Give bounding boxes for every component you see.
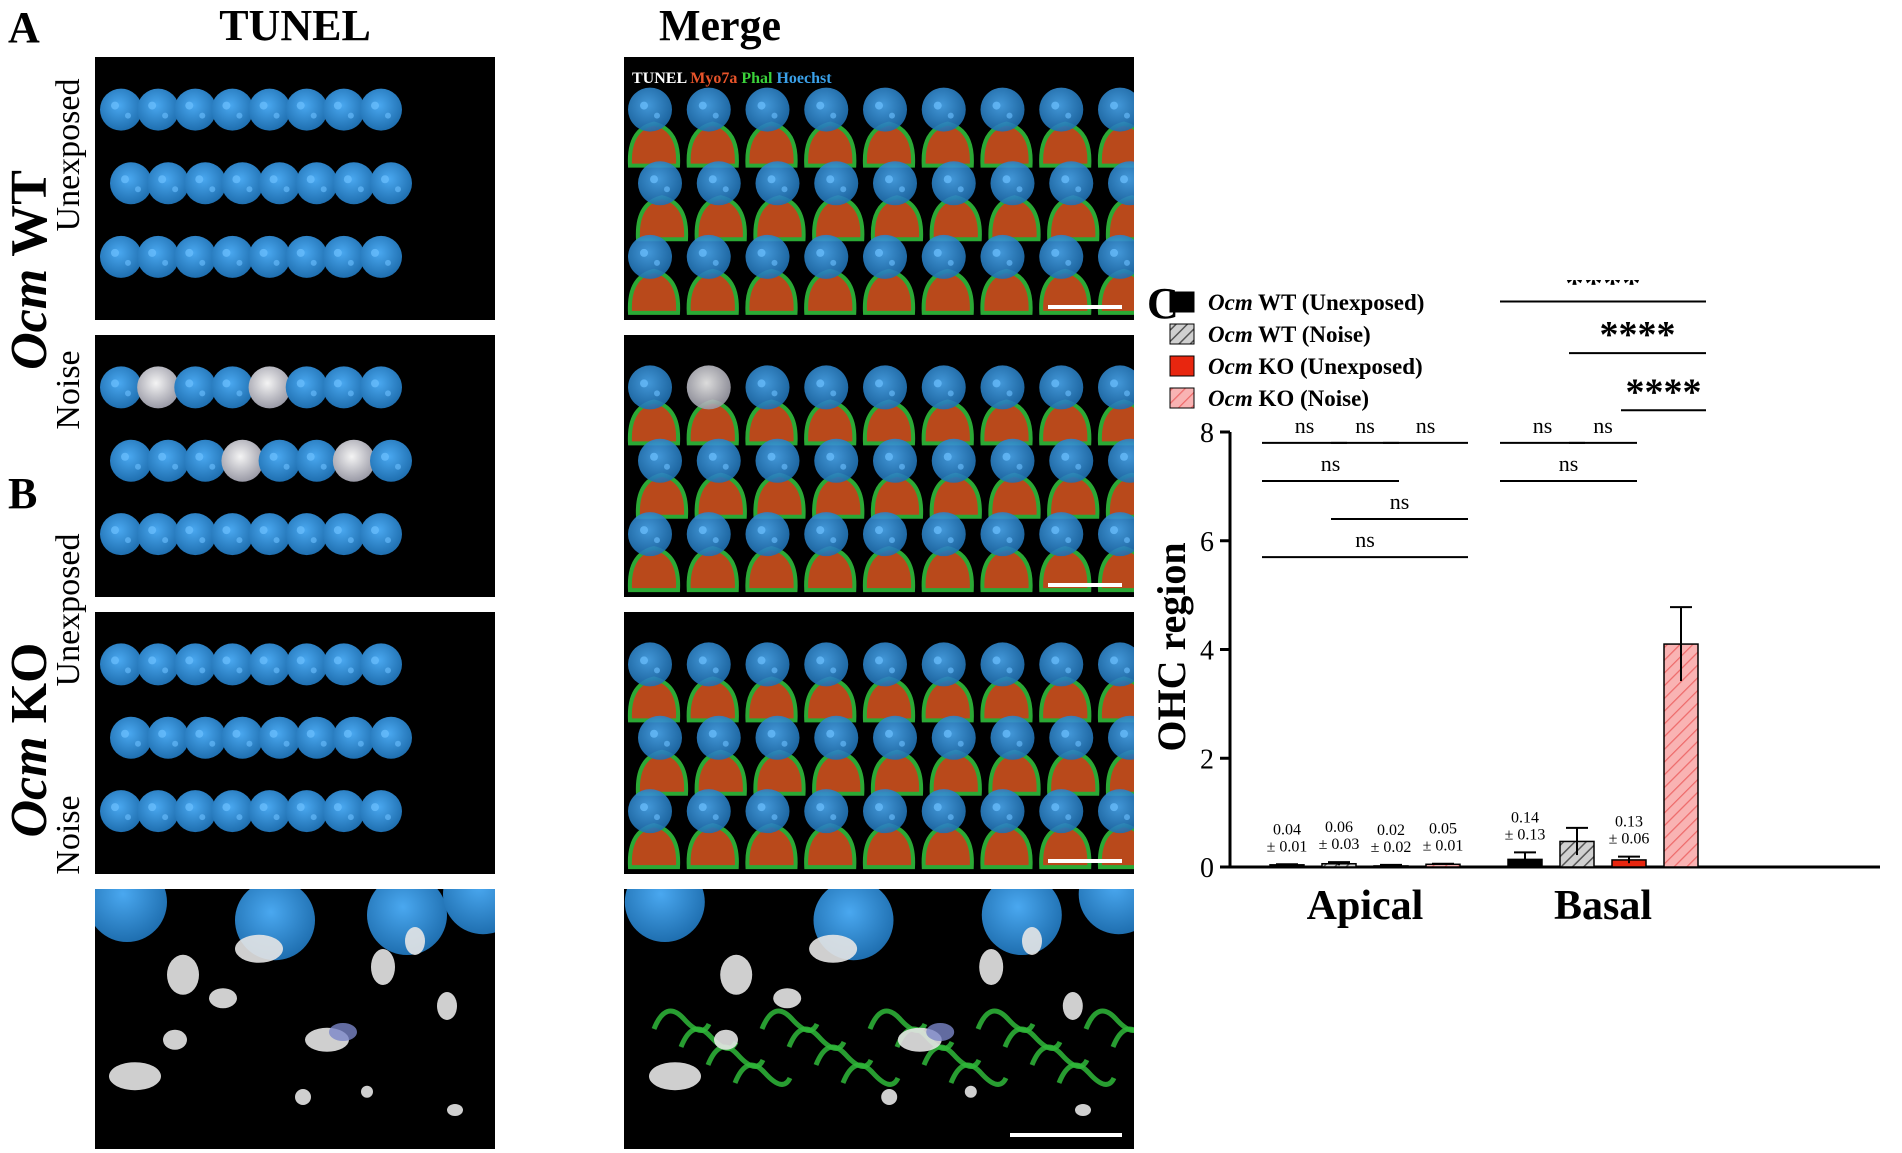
data-label: 0.14 — [1511, 809, 1539, 826]
data-label: 0.05 — [1429, 821, 1457, 838]
micrograph-canvas — [100, 643, 412, 833]
significance-label: ns — [1390, 489, 1410, 514]
significance-label: ns — [1416, 413, 1436, 438]
data-label: ± 0.06 — [1609, 831, 1650, 848]
significance-label: **** — [1565, 280, 1641, 305]
y-tick-label: 0 — [1200, 853, 1214, 884]
significance-label: ns — [1295, 413, 1315, 438]
micrograph-wt-noise-tunel — [95, 335, 495, 597]
scale-bar-wt-unexposed — [1048, 305, 1122, 309]
ohc3-label-ko-unexposed: OHC 3 — [528, 677, 583, 697]
scale-bar-ko-noise — [1010, 1133, 1122, 1137]
ohc3-label-wt-noise: OHC 3 — [528, 382, 583, 402]
significance-label: ns — [1355, 413, 1375, 438]
data-label: 0.06 — [1325, 819, 1353, 836]
y-tick-label: 4 — [1200, 636, 1214, 667]
stain-legend: TUNEL Myo7a Phal Hoechst — [632, 70, 832, 88]
column-header-merge: Merge — [658, 1, 782, 50]
y-tick-label: 8 — [1200, 418, 1214, 449]
x-category-label: Basal — [1554, 883, 1652, 929]
condition-label-wt-noise: Noise — [50, 350, 87, 430]
ohc2-label-wt-unexposed: OHC 2 — [528, 188, 583, 208]
micrograph-canvas — [624, 889, 1134, 1116]
significance-label: ns — [1533, 413, 1553, 438]
panel-letter-b: B — [8, 469, 38, 518]
legend-swatch — [1169, 323, 1195, 345]
legend-swatch — [1169, 291, 1195, 313]
significance-label: **** — [1600, 314, 1676, 356]
legend-entry: Ocm WT (Noise) — [1208, 322, 1371, 347]
micrograph-canvas — [627, 365, 1134, 593]
significance-label: ns — [1355, 527, 1375, 552]
micrograph-ko-noise-merge — [624, 889, 1134, 1149]
legend-entry: Ocm WT (Unexposed) — [1208, 290, 1424, 315]
y-tick-label: 2 — [1200, 744, 1214, 775]
column-header-tunel: TUNEL — [219, 1, 371, 50]
significance-label: **** — [1626, 371, 1702, 413]
micrograph-canvas — [627, 642, 1134, 870]
ohc2-label-ko-unexposed: OHC 2 — [528, 736, 583, 756]
significance-label: ns — [1559, 451, 1579, 476]
significance-label: ns — [1321, 451, 1341, 476]
y-tick-label: 6 — [1200, 527, 1214, 558]
micrograph-canvas — [95, 889, 495, 1116]
data-label: 0.04 — [1273, 821, 1301, 838]
micrograph-canvas — [627, 87, 1134, 315]
data-label: ± 0.13 — [1505, 826, 1546, 843]
ohc1-label-wt-unexposed: OHC 1 — [528, 248, 583, 268]
micrograph-canvas — [100, 88, 412, 278]
data-label: ± 0.02 — [1371, 839, 1412, 856]
micrograph-ko-noise-tunel — [95, 889, 495, 1149]
scale-bar-wt-noise — [1048, 583, 1122, 587]
micrograph-wt-unexposed-merge — [624, 57, 1134, 320]
ohc3-label-ko-noise: OHC 3 — [528, 1010, 583, 1030]
ohc1-label-ko-noise: OHC 1 — [528, 1070, 583, 1090]
data-label: ± 0.01 — [1267, 838, 1308, 855]
legend-entry: Ocm KO (Unexposed) — [1208, 354, 1423, 379]
legend-entry: Ocm KO (Noise) — [1208, 386, 1369, 411]
stain-legend-phal: Phal — [741, 70, 773, 87]
stain-legend-myo7a: Myo7a — [690, 70, 738, 87]
micrograph-canvas — [100, 366, 412, 556]
condition-label-ko-unexposed: Unexposed — [50, 533, 87, 687]
data-label: 0.02 — [1377, 822, 1405, 839]
x-category-label: Apical — [1307, 883, 1424, 929]
y-axis-label: TUNEL Positive Surfaces/ — [1140, 423, 1144, 871]
micrograph-ko-unexposed-tunel — [95, 612, 495, 874]
scale-bar-ko-unexposed — [1048, 859, 1122, 863]
bar — [1663, 643, 1699, 868]
micrograph-wt-unexposed-tunel — [95, 57, 495, 320]
micrograph-ko-unexposed-merge — [624, 612, 1134, 874]
legend-swatch — [1169, 355, 1195, 377]
legend-swatch — [1169, 387, 1195, 409]
ohc2-label-wt-noise: OHC 2 — [528, 447, 583, 467]
panel-letter-a: A — [8, 3, 40, 52]
ohc2-label-ko-noise: OHC 2 — [528, 1040, 583, 1060]
data-label: 0.13 — [1615, 814, 1643, 831]
ohc3-label-wt-unexposed: OHC 3 — [528, 128, 583, 148]
stain-legend-hoechst: Hoechst — [776, 70, 832, 87]
condition-label-wt-unexposed: Unexposed — [50, 78, 87, 232]
ohc1-label-ko-unexposed: OHC 1 — [528, 796, 583, 816]
condition-label-ko-noise: Noise — [50, 795, 87, 875]
micrograph-wt-noise-merge — [624, 335, 1134, 597]
bar-chart: Ocm WT (Unexposed) Ocm WT (Noise) Ocm KO (… — [1140, 280, 1880, 929]
data-label: ± 0.03 — [1319, 836, 1360, 853]
y-axis-label: OHC region — [1149, 542, 1194, 751]
stain-legend-tunel: TUNEL — [632, 70, 687, 87]
ohc1-label-wt-noise: OHC 1 — [528, 512, 583, 532]
data-label: ± 0.01 — [1423, 838, 1464, 855]
significance-label: ns — [1593, 413, 1613, 438]
